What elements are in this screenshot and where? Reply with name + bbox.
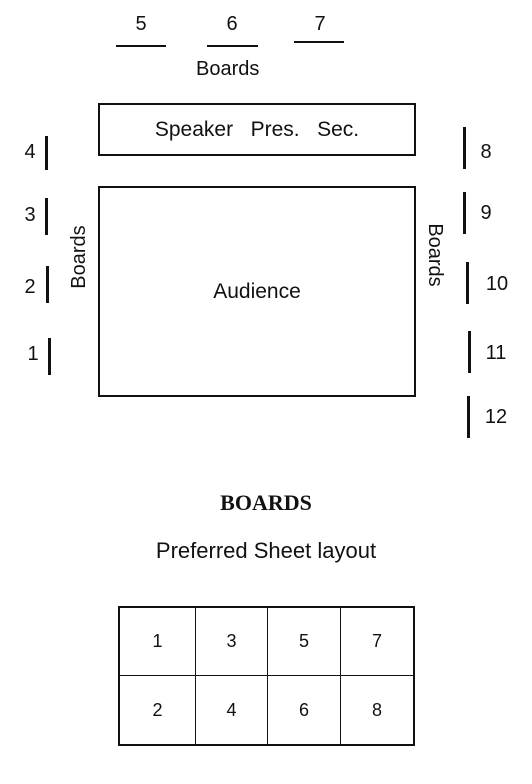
board-marker-2	[46, 266, 49, 303]
board-number-6: 6	[226, 13, 238, 35]
left-boards-label: Boards	[68, 225, 90, 289]
board-number-12: 12	[484, 406, 508, 428]
board-number-4: 4	[24, 141, 36, 163]
board-number-3: 3	[24, 204, 36, 226]
board-number-9: 9	[480, 202, 492, 224]
boards-heading: BOARDS	[220, 490, 312, 515]
board-marker-3	[45, 198, 48, 235]
board-marker-4	[45, 136, 48, 170]
board-marker-9	[463, 192, 466, 234]
board-marker-12	[467, 396, 470, 438]
board-marker-1	[48, 338, 51, 375]
board-marker-11	[468, 331, 471, 373]
board-number-7: 7	[314, 13, 326, 35]
spacer	[300, 118, 318, 142]
sheet-cell-4: 4	[196, 676, 268, 744]
preferred-layout-subtitle: Preferred Sheet layout	[155, 538, 377, 563]
secretary-label: Sec.	[317, 117, 360, 141]
president-label: Pres.	[250, 117, 300, 141]
audience-label: Audience	[213, 279, 301, 303]
spacer	[233, 118, 251, 142]
speaker-label: Speaker	[154, 117, 234, 141]
board-marker-6	[207, 45, 258, 47]
sheet-cell-5: 5	[268, 608, 341, 676]
sheet-cell-3: 3	[196, 608, 268, 676]
sheet-cell-6: 6	[268, 676, 341, 744]
board-number-1: 1	[27, 343, 39, 365]
board-marker-8	[463, 127, 466, 169]
board-number-11: 11	[485, 342, 507, 364]
sheet-cell-2: 2	[120, 676, 196, 744]
board-number-10: 10	[485, 273, 509, 295]
top-boards-label: Boards	[196, 58, 260, 80]
board-marker-5	[116, 45, 166, 47]
sheet-cell-8: 8	[371, 699, 382, 720]
sheet-layout-grid: 1 3 5 7 2 4 6 8	[118, 606, 415, 746]
board-number-5: 5	[135, 13, 147, 35]
board-number-2: 2	[24, 276, 36, 298]
board-marker-10	[466, 262, 469, 304]
stage-table: Speaker Pres. Sec.	[98, 103, 416, 156]
sheet-cell-1: 1	[120, 608, 196, 676]
right-boards-label: Boards	[424, 223, 446, 287]
audience-area: Audience	[98, 186, 416, 397]
board-number-8: 8	[480, 141, 492, 163]
board-marker-7	[294, 41, 344, 43]
sheet-cell-7: 7	[341, 608, 413, 676]
